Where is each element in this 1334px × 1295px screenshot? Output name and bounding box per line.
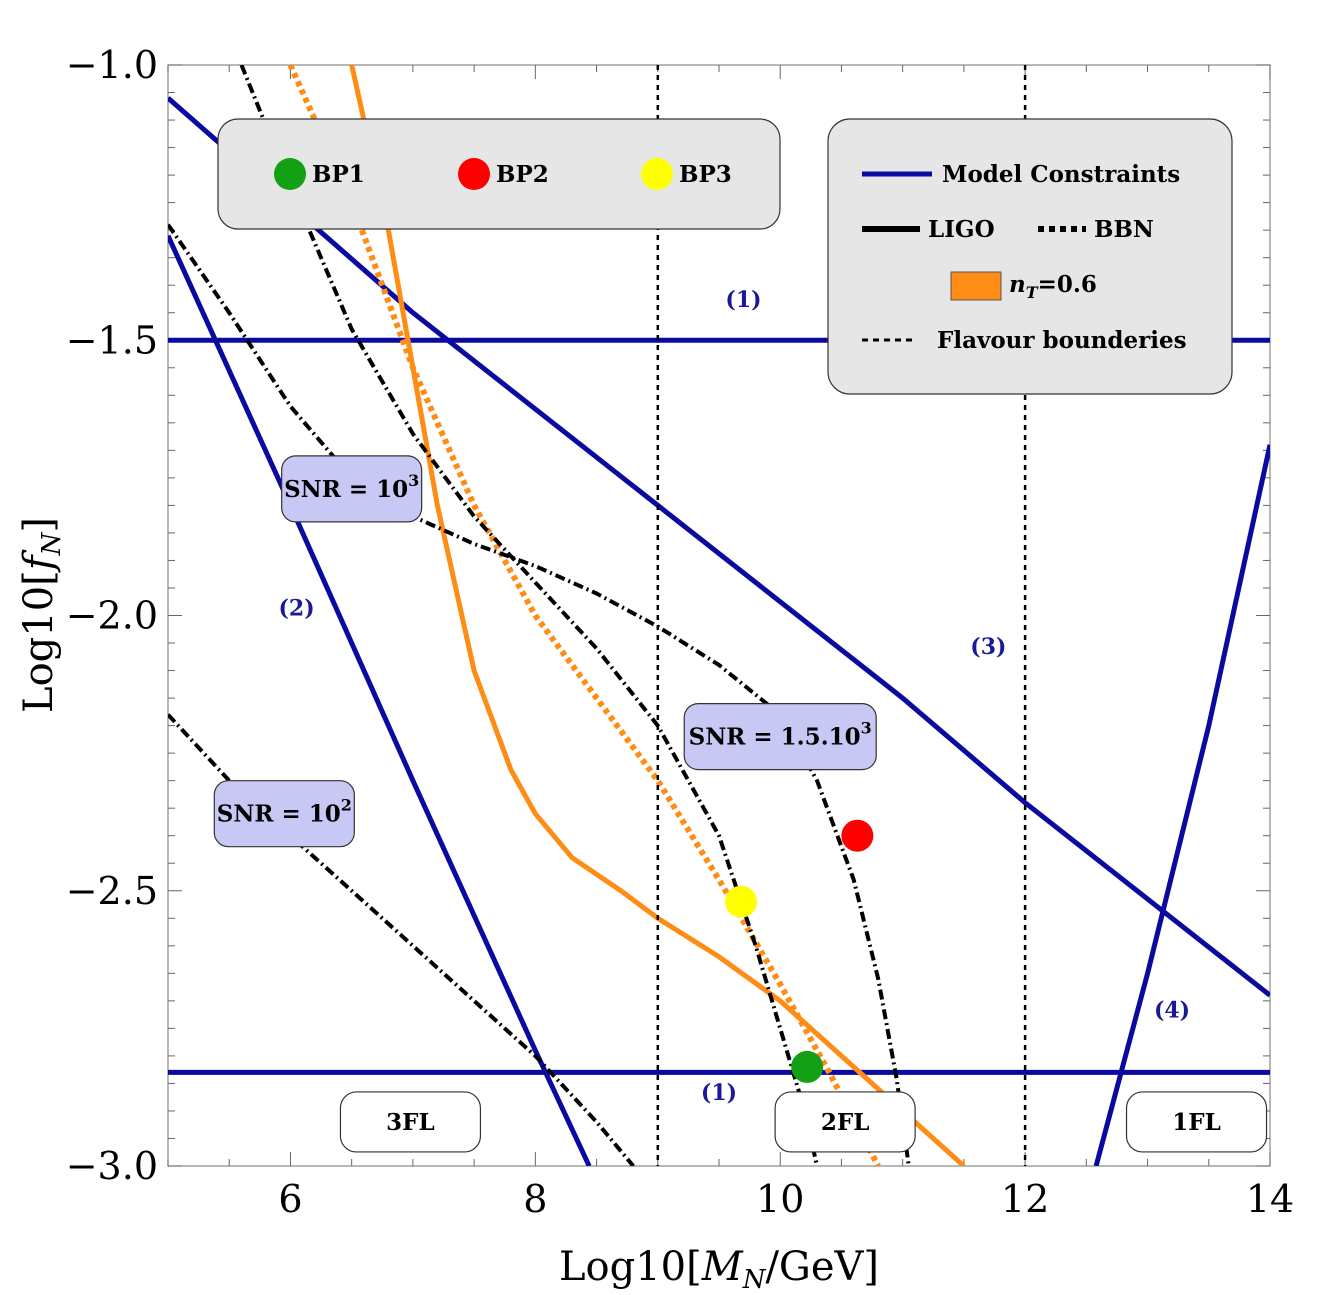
legend-label-bp2: BP2: [496, 161, 549, 188]
legend-marker-bp2: [458, 158, 490, 190]
legend-label-bbn: BBN: [1094, 216, 1154, 243]
series-line-black-dot-9: [168, 713, 635, 1166]
flavour-box-text: 2FL: [821, 1109, 870, 1136]
x-axis-title: Log10[MN/GeV]: [559, 1244, 879, 1295]
legend-benchmarks: BP1 BP2 BP3: [217, 118, 781, 230]
tick-marks: [167, 64, 1271, 1167]
annotation-layer: (1) (1) (2) (3) (4) SNR = 103 SNR = 1.5.103 SNR…: [213, 287, 1268, 1153]
points-layer: [725, 819, 874, 1083]
legend-label-model: Model Constraints: [942, 161, 1180, 188]
snr-box: SNR = 1.5.103: [683, 703, 877, 771]
snr-box-bg: [213, 780, 355, 848]
x-tick-label: 8: [523, 1177, 547, 1221]
legend-label-nt: nT=0.6: [1009, 271, 1097, 302]
point-bp1: [791, 1050, 824, 1083]
y-tick-label: −2.0: [66, 594, 158, 638]
y-tick-label: −3.0: [66, 1144, 158, 1188]
flavour-region-box: 1FL: [1125, 1091, 1268, 1153]
series-line-model-4: [1093, 444, 1270, 1166]
legend-label-ligo: LIGO: [928, 216, 995, 243]
region-label: (1): [725, 287, 761, 313]
legend-label-bp1: BP1: [312, 161, 365, 188]
region-label: (2): [278, 596, 314, 622]
series-line-black-dot-7: [239, 65, 819, 1166]
y-tick-label: −2.5: [66, 869, 158, 913]
series-line-model-3: [168, 96, 1270, 998]
snr-box-text: SNR = 103: [284, 471, 419, 503]
snr-box-text: SNR = 102: [217, 796, 352, 828]
legend-label-bp3: BP3: [679, 161, 732, 188]
y-tick-label: −1.5: [66, 318, 158, 362]
snr-box: SNR = 102: [213, 780, 355, 848]
snr-box-bg: [281, 455, 423, 523]
flavour-box-bg: [774, 1091, 916, 1153]
series-line-black-dot-8: [168, 223, 911, 1166]
legend-marker-bp3: [641, 158, 673, 190]
flavour-box-text: 1FL: [1172, 1109, 1221, 1136]
snr-box-bg: [683, 703, 877, 771]
series-line-model-2: [168, 234, 592, 1166]
y-axis-title: Log10[fN]: [16, 517, 67, 713]
point-bp2: [841, 819, 874, 852]
flavour-region-box: 3FL: [339, 1091, 482, 1153]
x-tick-label: 10: [756, 1177, 804, 1221]
legend-label-flavour: Flavour bounderies: [937, 327, 1187, 354]
region-label: (1): [701, 1080, 737, 1106]
legend-lines: Model Constraints LIGO BBN nT=0.6 Flavour bo…: [827, 118, 1233, 395]
series-line-orange-solid-5: [349, 65, 966, 1166]
legend-box: [217, 118, 781, 230]
flavour-box-text: 3FL: [386, 1109, 435, 1136]
series-line-orange-dot-6: [287, 65, 881, 1166]
legend-swatch-nt: [950, 271, 1002, 301]
point-bp3: [725, 885, 758, 918]
legend-box: [827, 118, 1233, 395]
x-tick-label: 12: [1001, 1177, 1049, 1221]
flavour-box-bg: [339, 1091, 482, 1153]
flavour-region-box: 2FL: [774, 1091, 916, 1153]
region-label: (4): [1154, 997, 1190, 1023]
snr-box-text: SNR = 1.5.103: [689, 719, 872, 751]
y-tick-label: −1.0: [66, 43, 158, 87]
series-layer: [168, 65, 1270, 1166]
snr-box: SNR = 103: [281, 455, 423, 523]
flavour-box-bg: [1125, 1091, 1268, 1153]
x-tick-label: 6: [278, 1177, 302, 1221]
legend-marker-bp1: [274, 158, 306, 190]
legend-layer: BP1 BP2 BP3 Model Constraints LIGO BBN nT=0.6 F…: [217, 118, 1233, 395]
tick-labels: 6 8 10 12 14 −1.0 −1.5 −2.0 −2.5 −3.0: [66, 43, 1294, 1221]
region-label: (3): [970, 634, 1006, 660]
x-tick-label: 14: [1246, 1177, 1294, 1221]
